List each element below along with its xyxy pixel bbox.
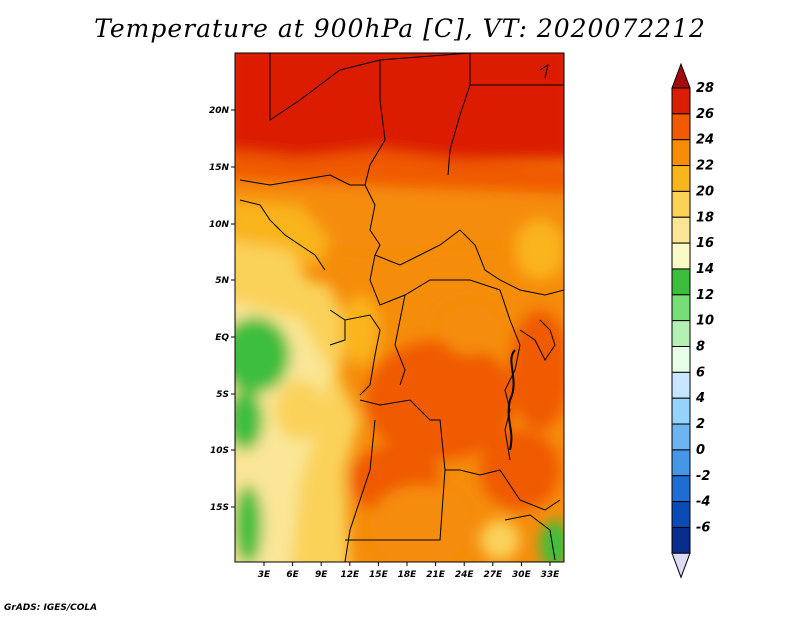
colorbar-label: -2: [696, 469, 710, 484]
lat-tick-label: 10S: [210, 446, 229, 456]
lon-tick-label: 9E: [315, 570, 328, 580]
colorbar-label: 10: [696, 314, 714, 329]
colorbar-swatch: [671, 216, 691, 244]
colorbar-swatch: [671, 87, 691, 115]
country-borders: [239, 53, 564, 562]
lon-tick-label: 33E: [541, 570, 561, 580]
colorbar-swatch: [671, 190, 691, 218]
lat-tick-label: 20N: [209, 106, 230, 116]
colorbar-label: 2: [696, 417, 705, 432]
lon-tick-label: 15E: [369, 570, 389, 580]
colorbar-label: 6: [696, 365, 705, 380]
lat-tick-label: 5N: [215, 276, 229, 286]
colorbar-swatch: [671, 139, 691, 167]
chart-title: Temperature at 900hPa [C], VT: 202007221…: [94, 14, 706, 43]
footer-credit: GrADS: IGES/COLA: [4, 603, 98, 613]
colorbar-swatch: [671, 501, 691, 528]
colorbar-label: -4: [696, 495, 710, 510]
lat-tick-label: 5S: [216, 390, 229, 400]
colorbar-label: 12: [696, 288, 714, 303]
colorbar-swatch: [671, 165, 691, 192]
colorbar-label: 26: [696, 107, 714, 122]
lon-tick-label: 21E: [426, 570, 446, 580]
colorbar-label: 14: [696, 262, 714, 277]
colorbar-top-arrow: [671, 62, 691, 89]
colorbar-swatch: [671, 113, 691, 141]
colorbar-label: 0: [696, 443, 705, 458]
colorbar-swatch: [671, 346, 691, 373]
map-frame: [234, 52, 565, 563]
lat-tick-label: 10N: [209, 220, 230, 230]
lon-tick-label: 3E: [258, 570, 271, 580]
lat-tick-label: 15N: [209, 163, 230, 173]
colorbar-swatch: [671, 320, 691, 347]
colorbar-swatch: [671, 371, 691, 399]
colorbar-swatch: [671, 397, 691, 425]
temperature-field: [235, 53, 564, 562]
colorbar-label: 20: [696, 184, 714, 199]
latitude-axis: 20N 15N 10N 5N EQ 5S 10S 15S: [209, 106, 235, 513]
lat-tick-label: EQ: [215, 333, 229, 343]
colorbar-bottom-arrow: [671, 552, 691, 579]
colorbar-swatch: [671, 526, 691, 554]
lon-tick-label: 6E: [286, 570, 299, 580]
colorbar-swatch: [671, 242, 691, 270]
longitude-axis: 3E 6E 9E 12E 15E 18E 21E 24E 27E 30E 33E: [258, 562, 560, 580]
lon-tick-label: 27E: [483, 570, 503, 580]
colorbar-label: 4: [695, 391, 705, 406]
colorbar-swatch: [671, 268, 691, 296]
lon-tick-label: 30E: [512, 570, 532, 580]
colorbar-label: 28: [696, 81, 714, 96]
colorbar-swatch: [671, 475, 691, 503]
lon-tick-label: 18E: [398, 570, 418, 580]
colorbar-label: 18: [696, 210, 714, 225]
colorbar-label: 24: [696, 133, 714, 148]
colorbar-label: 8: [696, 340, 705, 355]
lon-tick-label: 12E: [340, 570, 360, 580]
colorbar-swatch: [671, 294, 691, 322]
colorbar-swatch: [671, 423, 691, 451]
colorbar-label: 16: [696, 236, 714, 251]
lat-tick-label: 15S: [210, 503, 229, 513]
colorbar-swatch: [671, 449, 691, 477]
lon-tick-label: 24E: [455, 570, 475, 580]
colorbar-label: 22: [696, 159, 714, 174]
colorbar-label: -6: [696, 520, 710, 535]
